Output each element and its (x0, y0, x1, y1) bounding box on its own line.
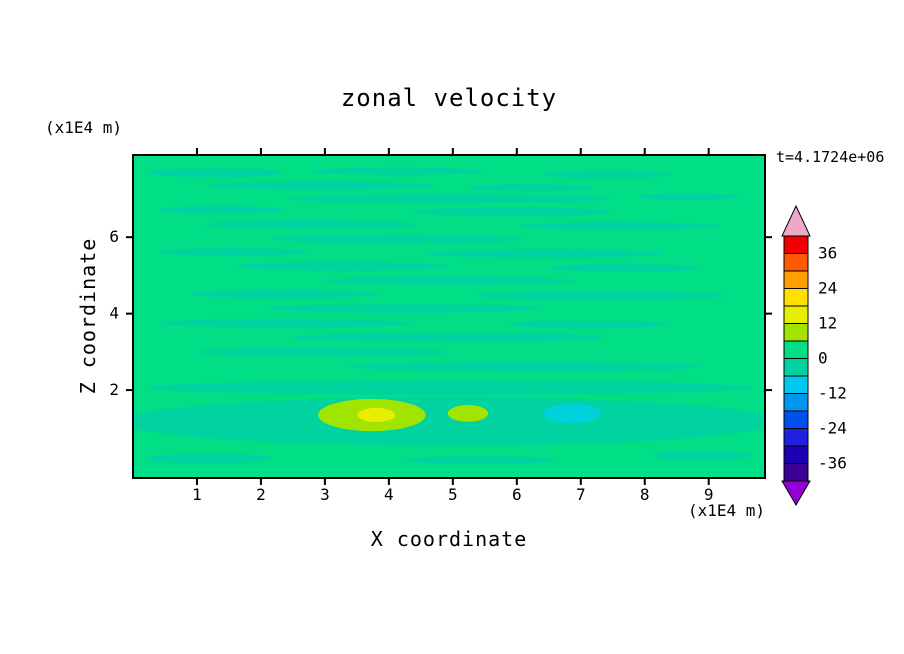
contour-region-band (505, 320, 671, 329)
contour-region-band (145, 453, 273, 464)
y-tick-label: 4 (109, 304, 119, 323)
contour-region-band (518, 222, 721, 230)
x-tick-label: 7 (576, 485, 586, 504)
contour-region-band (265, 304, 544, 313)
contour-region-band (474, 291, 728, 300)
contour-region-band (322, 276, 576, 286)
contour-region-band (158, 318, 412, 328)
colorbar-cell (783, 375, 809, 394)
colorbar-cell (783, 288, 809, 307)
colorbar-cell (783, 393, 809, 412)
contour-region-band (411, 207, 614, 216)
contour-region-band (208, 181, 437, 190)
colorbar-tick-label: -12 (818, 384, 847, 403)
y-tick-label: 6 (109, 227, 119, 246)
contour-region-band (133, 397, 765, 446)
colorbar-cell (783, 305, 809, 324)
colorbar-tick-label: 24 (818, 279, 837, 298)
colorbar-cell (783, 463, 809, 482)
contour-region-band (145, 380, 753, 395)
colorbar-cell (783, 270, 809, 289)
timestamp-label: t=4.1724e+06 (776, 148, 885, 166)
colorbar-cell (783, 428, 809, 447)
x-tick-label: 9 (704, 485, 714, 504)
x-tick-label: 8 (640, 485, 650, 504)
contour-region-base (133, 457, 765, 478)
colorbar-cell (783, 253, 809, 272)
y-axis-label: Z coordinate (76, 237, 100, 395)
colorbar-cell (783, 323, 809, 342)
contour-region-cyan (543, 403, 601, 424)
colorbar-tick-label: 0 (818, 349, 828, 368)
contour-region-band (550, 264, 702, 272)
colorbar-cell (783, 445, 809, 464)
contour-region-band (158, 248, 310, 256)
colorbar-arrow-down (781, 480, 811, 506)
colorbar-cell (783, 410, 809, 429)
x-tick-label: 2 (256, 485, 266, 504)
contour-region-band (196, 347, 449, 357)
contour-region-band (234, 262, 449, 271)
x-tick-label: 4 (384, 485, 394, 504)
y-axis-unit-label: (x1E4 m) (45, 118, 123, 137)
contour-plot: 1 2 3 4 5 6 7 8 9 2 4 6 (109, 148, 772, 504)
x-tick-label: 3 (320, 485, 330, 504)
x-tick-label: 1 (192, 485, 202, 504)
colorbar-tick-label: 36 (818, 244, 837, 263)
contour-region-band (202, 220, 418, 229)
colorbar: 36 24 12 0 -12 -24 -36 (781, 204, 847, 506)
colorbar-cell (783, 358, 809, 377)
contour-region-band (423, 249, 664, 258)
x-axis-label: X coordinate (370, 527, 528, 551)
plot-title: zonal velocity (340, 84, 558, 112)
contour-region-band (638, 193, 740, 201)
contour-region-yellow (357, 407, 396, 423)
contour-region-band (145, 168, 285, 177)
colorbar-tick-label: -24 (818, 419, 847, 438)
contour-region-band (543, 170, 671, 179)
colorbar-cell (783, 340, 809, 359)
x-tick-label: 5 (448, 485, 458, 504)
contour-region-band (404, 456, 557, 465)
contour-field (133, 155, 765, 478)
x-axis-unit-label: (x1E4 m) (687, 501, 765, 520)
contour-region-yellow_green (447, 405, 489, 422)
contour-region-band (284, 194, 614, 203)
contour-region-band (309, 167, 487, 175)
contour-region-band (158, 206, 285, 214)
contour-region-band (347, 361, 702, 372)
colorbar-cell (783, 235, 809, 254)
colorbar-arrow-up (781, 204, 811, 237)
plot-frame (132, 154, 766, 479)
contour-region-band (189, 289, 380, 299)
colorbar-tick-label: 12 (818, 314, 837, 333)
x-tick-label: 6 (512, 485, 522, 504)
y-tick-label: 2 (109, 380, 119, 399)
colorbar-tick-label: -36 (818, 454, 847, 473)
contour-region-band (467, 184, 595, 191)
contour-region-band (272, 234, 525, 244)
contour-region-band (291, 332, 607, 343)
contour-region-band (651, 450, 753, 460)
